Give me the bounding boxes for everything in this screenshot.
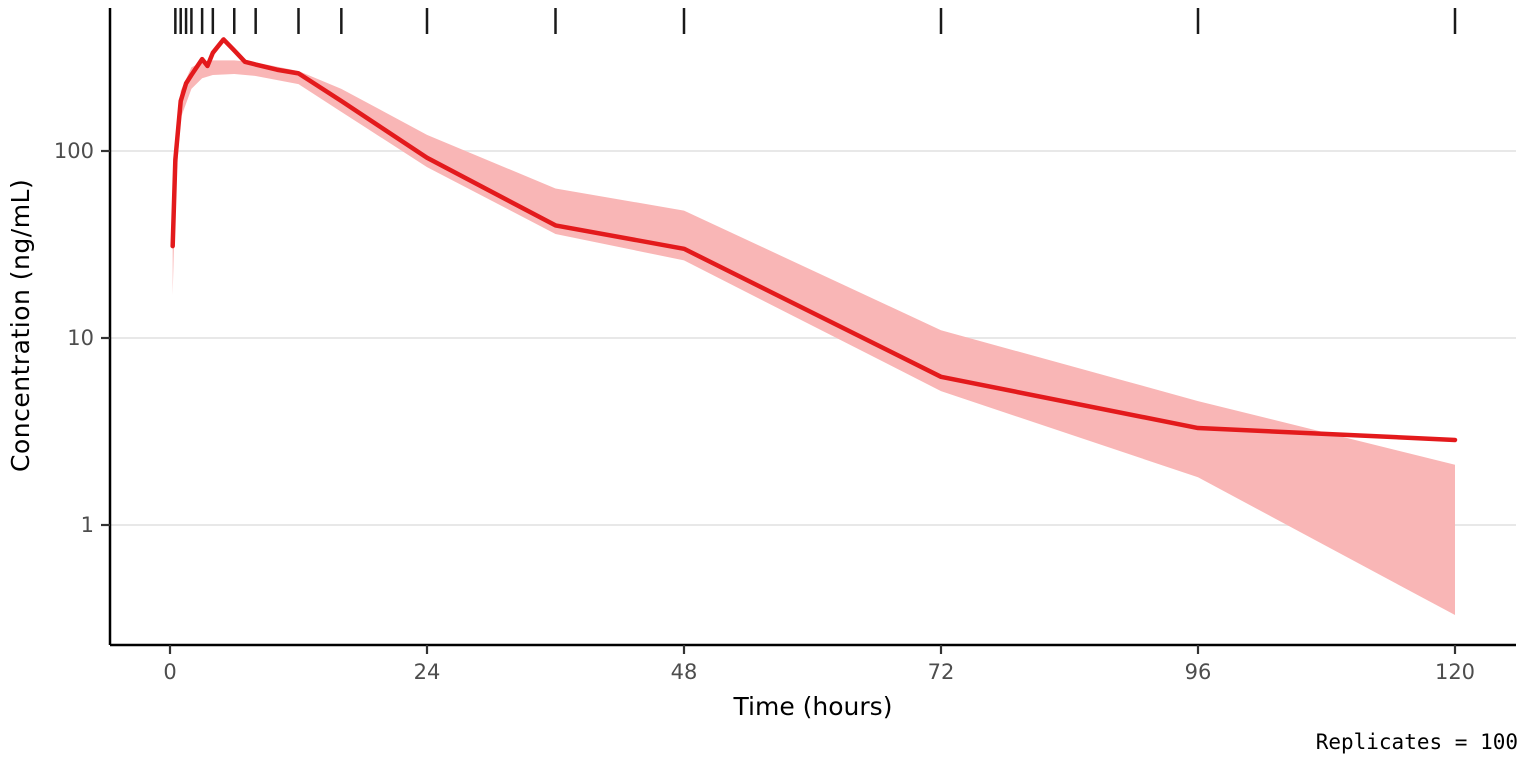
prediction-interval-ribbon	[172, 60, 1455, 616]
y-tick-label: 10	[67, 326, 94, 350]
x-axis-title: Time (hours)	[733, 692, 893, 721]
x-tick-label: 96	[1185, 660, 1212, 684]
y-axis-title: Concentration (ng/mL)	[6, 178, 35, 472]
x-tick-label: 120	[1435, 660, 1475, 684]
x-tick-label: 24	[414, 660, 441, 684]
x-tick-label: 48	[671, 660, 698, 684]
x-tick-label: 0	[163, 660, 176, 684]
replicates-caption: Replicates = 100	[1315, 730, 1518, 754]
x-tick-label: 72	[928, 660, 955, 684]
y-tick-label: 100	[54, 139, 94, 163]
y-tick-label: 1	[81, 513, 94, 537]
median-concentration-line	[170, 37, 1458, 443]
